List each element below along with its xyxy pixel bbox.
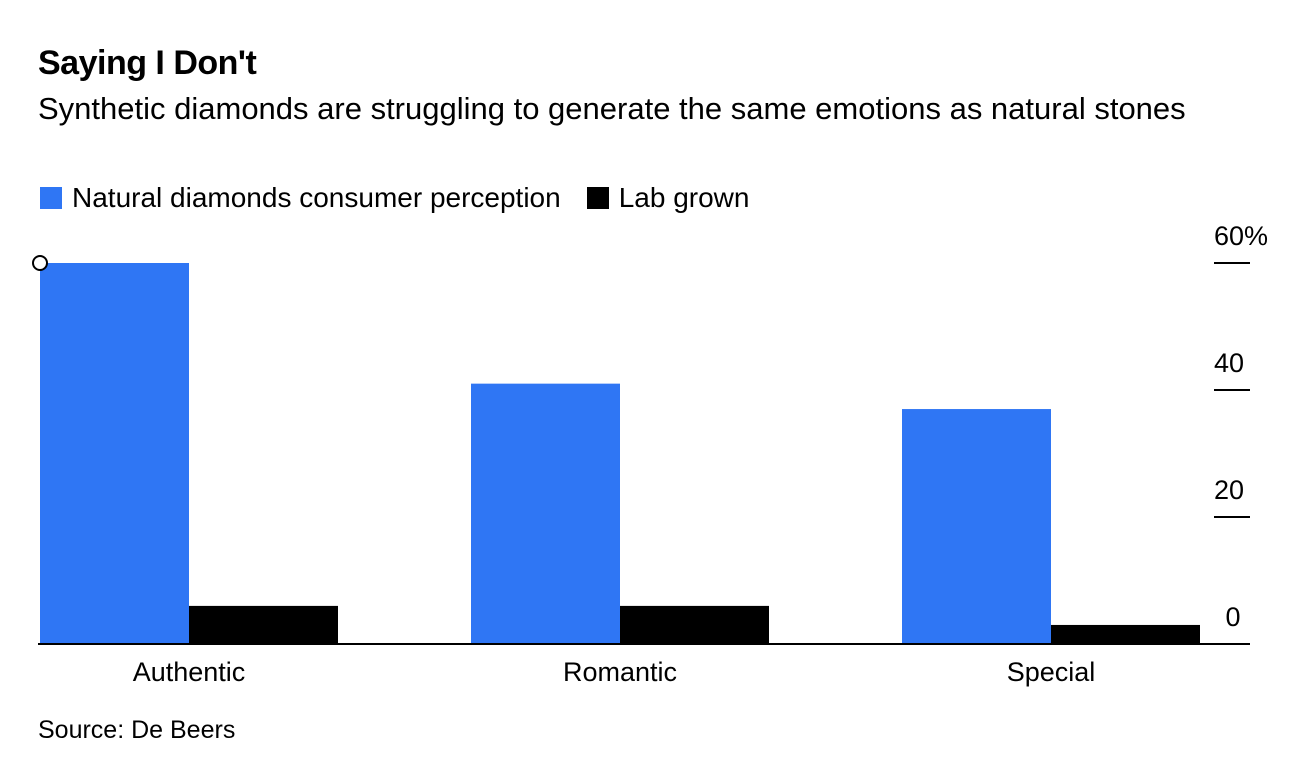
bar-authentic-natural <box>40 263 189 644</box>
bar-special-lab-grown <box>1051 624 1200 644</box>
legend-label-lab-grown: Lab grown <box>618 182 750 213</box>
legend: Natural diamonds consumer perception Lab… <box>40 182 775 214</box>
chart-subtitle: Synthetic diamonds are struggling to gen… <box>38 91 1186 126</box>
bar-special-natural <box>902 409 1051 644</box>
y-tick-label-0: 0 <box>1225 602 1240 632</box>
legend-item-natural: Natural diamonds consumer perception <box>40 182 561 214</box>
source-note: Source: De Beers <box>38 716 236 744</box>
legend-swatch-lab-grown <box>586 187 609 209</box>
bar-romantic-natural <box>471 383 620 644</box>
x-tick-label-romantic: Romantic <box>563 657 677 687</box>
chart-title: Saying I Don't <box>38 44 257 82</box>
hover-marker <box>32 255 48 271</box>
x-tick-label-special: Special <box>1007 657 1096 687</box>
legend-item-lab-grown: Lab grown <box>586 182 750 214</box>
bar-romantic-lab-grown <box>620 605 769 644</box>
legend-label-natural: Natural diamonds consumer perception <box>72 182 561 213</box>
y-tick-label-60: 60% <box>1214 221 1268 251</box>
legend-swatch-natural <box>40 187 62 209</box>
x-tick-label-authentic: Authentic <box>133 657 246 687</box>
bar-authentic-lab-grown <box>189 605 338 644</box>
y-tick-label-40: 40 <box>1214 348 1244 378</box>
y-tick-label-20: 20 <box>1214 475 1244 505</box>
